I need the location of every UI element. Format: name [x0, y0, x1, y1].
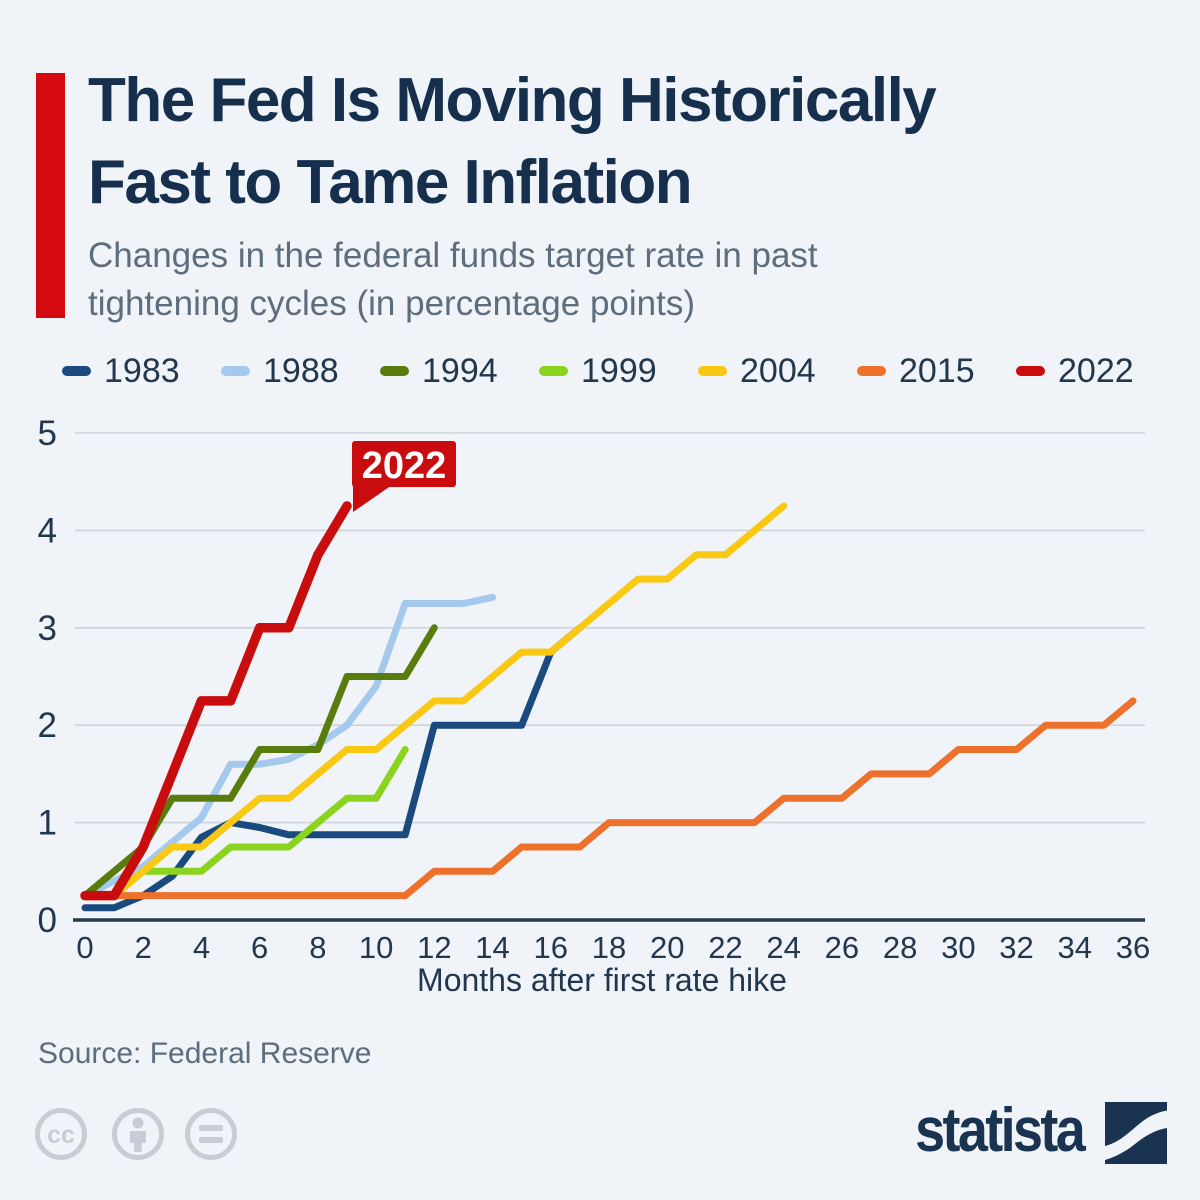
statista-logo-icon — [1105, 1102, 1167, 1164]
series-line-1983 — [81, 624, 584, 912]
legend-label: 2022 — [1058, 351, 1134, 390]
statista-wordmark: statista — [915, 1096, 1086, 1165]
annotation-flag-box — [351, 441, 456, 488]
legend-label: 1983 — [104, 351, 180, 390]
x-axis-tick-label: 4 — [193, 930, 210, 965]
legend-item-2015: 2015 — [857, 350, 975, 392]
cc-license-icons: cc — [35, 1108, 237, 1160]
y-axis-tick-label: 4 — [38, 511, 57, 550]
x-axis-tick-label: 30 — [941, 930, 975, 965]
title-line-1: The Fed Is Moving Historically — [88, 66, 937, 135]
legend-label: 1994 — [422, 351, 498, 390]
x-axis-tick-label: 6 — [251, 930, 268, 965]
series-line-1988 — [81, 593, 497, 900]
x-axis-tick-label: 34 — [1058, 930, 1092, 965]
legend-item-1994: 1994 — [380, 350, 498, 392]
series-line-2022 — [80, 501, 352, 901]
x-axis-tick-label: 36 — [1116, 930, 1150, 965]
statista-logo: statista — [890, 1098, 1167, 1164]
legend-swatch-1983 — [62, 366, 91, 376]
subtitle-line-1: Changes in the federal funds target rate… — [88, 236, 818, 275]
annotation-flag-tail — [352, 485, 392, 513]
x-axis-tick-label: 10 — [359, 930, 393, 965]
legend-item-2004: 2004 — [698, 350, 816, 392]
y-axis-tick-label: 3 — [38, 609, 57, 648]
legend-swatch-2015 — [857, 366, 886, 376]
attribution-person-icon — [112, 1108, 164, 1160]
x-axis-title: Months after first rate hike — [417, 962, 787, 998]
x-axis-tick-label: 22 — [708, 930, 742, 965]
x-axis-tick-label: 12 — [417, 930, 451, 965]
x-axis-tick-label: 18 — [592, 930, 626, 965]
x-axis-tick-label: 16 — [534, 930, 568, 965]
series-line-2004 — [81, 502, 788, 900]
legend-swatch-1999 — [539, 366, 568, 376]
page-title: The Fed Is Moving Historically Fast to T… — [88, 60, 937, 224]
x-axis-tick-label: 0 — [76, 930, 93, 965]
x-axis-tick-label: 28 — [883, 930, 917, 965]
x-axis-tick-label: 20 — [650, 930, 684, 965]
annotation-flag-label: 2022 — [362, 445, 447, 487]
title-accent-bar — [36, 73, 65, 318]
legend-item-1999: 1999 — [539, 350, 657, 392]
legend-swatch-1988 — [221, 366, 250, 376]
legend-item-1983: 1983 — [62, 350, 180, 392]
title-line-2: Fast to Tame Inflation — [88, 148, 693, 217]
x-axis-tick-label: 24 — [766, 930, 800, 965]
x-axis-tick-label: 2 — [135, 930, 152, 965]
legend-label: 2015 — [899, 351, 975, 390]
legend-label: 1988 — [263, 351, 339, 390]
legend-item-2022: 2022 — [1016, 350, 1134, 392]
y-axis-tick-label: 0 — [38, 901, 57, 940]
x-axis-tick-label: 26 — [825, 930, 859, 965]
legend-item-1988: 1988 — [221, 350, 339, 392]
legend-swatch-1994 — [380, 366, 409, 376]
y-axis-tick-label: 5 — [38, 414, 57, 453]
x-axis-tick-label: 14 — [475, 930, 509, 965]
legend-swatch-2004 — [698, 366, 727, 376]
legend-swatch-2022 — [1016, 366, 1045, 376]
cc-icon: cc — [35, 1108, 87, 1160]
svg-text:cc: cc — [47, 1121, 75, 1149]
series-line-1999 — [81, 746, 409, 900]
x-axis-tick-label: 32 — [999, 930, 1033, 965]
y-axis-tick-label: 1 — [38, 804, 57, 843]
y-axis-tick-label: 2 — [38, 706, 57, 745]
series-line-1994 — [81, 624, 438, 900]
x-axis-tick-label: 8 — [309, 930, 326, 965]
legend-label: 1999 — [581, 351, 657, 390]
series-line-2015 — [81, 697, 1137, 900]
legend-label: 2004 — [740, 351, 816, 390]
legend: 1983 1988 1994 1999 2004 2015 2022 — [0, 350, 1200, 392]
source-note: Source: Federal Reserve — [38, 1037, 372, 1070]
subtitle-line-2: tightening cycles (in percentage points) — [88, 284, 696, 323]
chart-subtitle: Changes in the federal funds target rate… — [88, 232, 818, 328]
equals-icon — [185, 1108, 237, 1160]
